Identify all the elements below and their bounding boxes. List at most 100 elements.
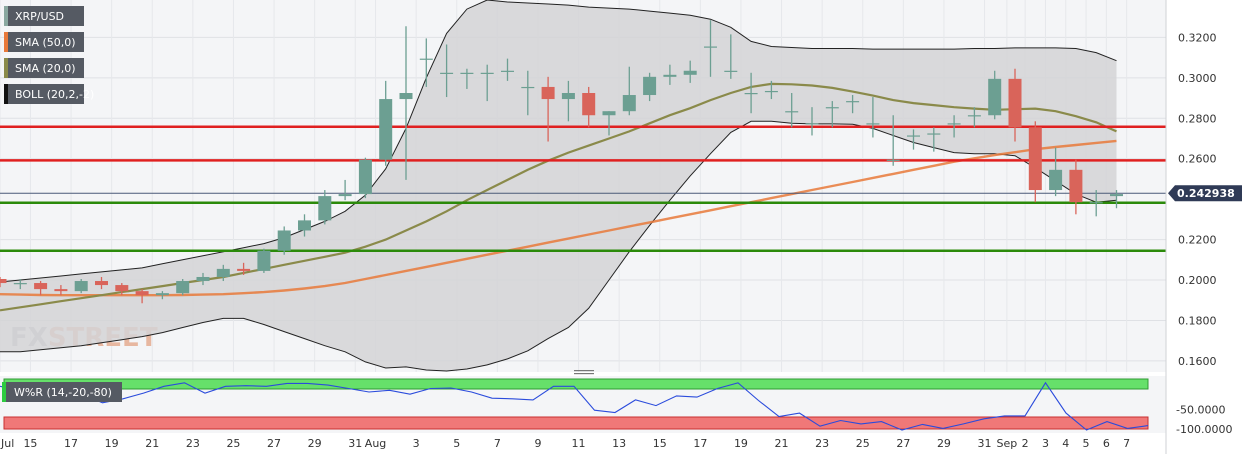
candles (0, 20, 1123, 304)
x-tick-label-15: 11 (572, 437, 586, 450)
legend-item-1: SMA (50,0) (4, 32, 84, 52)
candle-body-28 (561, 93, 575, 100)
candle-body-36 (724, 70, 738, 72)
candle-34 (683, 60, 697, 83)
candle-body-39 (785, 111, 799, 113)
candle-body-15 (298, 220, 311, 231)
pane-divider[interactable] (574, 370, 594, 375)
legend-label-1: SMA (50,0) (15, 36, 76, 49)
x-tick-label-9: 31 (348, 437, 362, 450)
x-tick-label-6: 25 (226, 437, 240, 450)
candle-25 (501, 58, 514, 81)
legend-label-2: SMA (20,0) (15, 62, 76, 75)
candle-17 (338, 179, 352, 201)
candle-body-25 (501, 70, 514, 72)
wr-legend-box (6, 382, 122, 402)
x-tick-label-32: 7 (1123, 437, 1130, 450)
candle-18 (358, 157, 372, 199)
candle-body-30 (602, 111, 616, 116)
candle-body-14 (277, 230, 291, 251)
x-tick-label-13: 7 (494, 437, 501, 450)
candle-2 (34, 281, 48, 296)
williams-r-indicator: -50.0000 -100.0000 W%R (14,-20,-80) (0, 378, 1232, 436)
legend-item-3: BOLL (20,2,-2) (4, 84, 94, 104)
candle-body-9 (176, 281, 190, 294)
candle-body-45 (907, 135, 920, 137)
candle-body-55 (1110, 194, 1123, 197)
x-tick-label-19: 19 (734, 437, 748, 450)
candle-47 (947, 115, 961, 138)
wr-tick-label-1: -100.0000 (1176, 423, 1232, 436)
y-tick-label-1: 0.1800 (1178, 314, 1217, 327)
x-tick-label-23: 27 (896, 437, 910, 450)
candle-45 (907, 129, 920, 150)
candle-49 (988, 70, 1002, 120)
divider-grip-top[interactable] (574, 370, 594, 372)
candle-body-7 (135, 291, 149, 296)
x-tick-label-28: 3 (1042, 437, 1049, 450)
x-tick-label-1: 15 (23, 437, 37, 450)
candle-54 (1089, 190, 1103, 217)
bollinger-fill (0, 0, 1117, 371)
candle-50 (1008, 68, 1022, 142)
y-tick-label-6: 0.3000 (1178, 72, 1217, 85)
candle-body-26 (521, 86, 535, 89)
candle-body-42 (846, 101, 860, 103)
y-tick-label-3: 0.2200 (1178, 234, 1217, 247)
candle-body-32 (643, 76, 657, 96)
legend-box-3 (8, 84, 84, 104)
legend-label-0: XRP/USD (15, 10, 64, 23)
candle-body-52 (1049, 169, 1063, 191)
x-tick-label-14: 9 (534, 437, 541, 450)
legend-item-0: XRP/USD (4, 6, 84, 26)
candle-body-12 (237, 268, 251, 271)
candle-body-13 (257, 250, 271, 271)
x-tick-label-16: 13 (612, 437, 626, 450)
candle-body-3 (54, 289, 68, 292)
candle-body-4 (74, 281, 88, 292)
candle-body-49 (988, 78, 1002, 116)
candle-body-20 (399, 93, 413, 100)
x-tick-label-17: 15 (653, 437, 667, 450)
x-tick-label-4: 21 (145, 437, 159, 450)
candle-20 (399, 26, 413, 180)
candle-body-44 (886, 159, 900, 161)
candle-body-46 (927, 133, 941, 135)
legend-swatch-1 (4, 32, 8, 52)
candle-32 (643, 72, 657, 102)
candle-7 (135, 289, 149, 304)
candle-body-21 (419, 58, 433, 60)
candle-16 (318, 190, 332, 225)
candle-body-1 (13, 283, 27, 285)
x-tick-label-10: Aug (365, 437, 386, 450)
candle-14 (277, 226, 291, 255)
divider-grip-bottom[interactable] (574, 373, 594, 375)
x-tick-label-18: 17 (693, 437, 707, 450)
legend-swatch-0 (4, 6, 8, 26)
candle-53 (1069, 159, 1083, 215)
candle-13 (257, 248, 271, 273)
candle-body-50 (1008, 78, 1022, 128)
candle-body-0 (0, 279, 7, 284)
x-tick-label-7: 27 (267, 437, 281, 450)
candle-4 (74, 279, 88, 294)
candle-body-11 (216, 268, 230, 277)
candle-10 (196, 272, 210, 286)
legend-box-1 (8, 32, 84, 52)
y-tick-label-4: 0.2600 (1178, 153, 1217, 166)
candle-body-27 (541, 86, 555, 100)
x-tick-label-20: 21 (775, 437, 789, 450)
candle-22 (440, 44, 454, 98)
x-tick-label-0: Jul (0, 437, 14, 450)
candle-23 (460, 68, 474, 89)
y-tick-label-2: 0.2000 (1178, 274, 1217, 287)
candle-29 (582, 86, 596, 128)
candle-body-6 (115, 285, 129, 292)
candle-46 (927, 127, 941, 152)
bollinger-upper-line (0, 0, 1117, 283)
candle-11 (216, 264, 230, 282)
candle-body-29 (582, 93, 596, 116)
current-price-label: 0.242938 (1177, 187, 1235, 200)
candle-body-16 (318, 196, 332, 221)
